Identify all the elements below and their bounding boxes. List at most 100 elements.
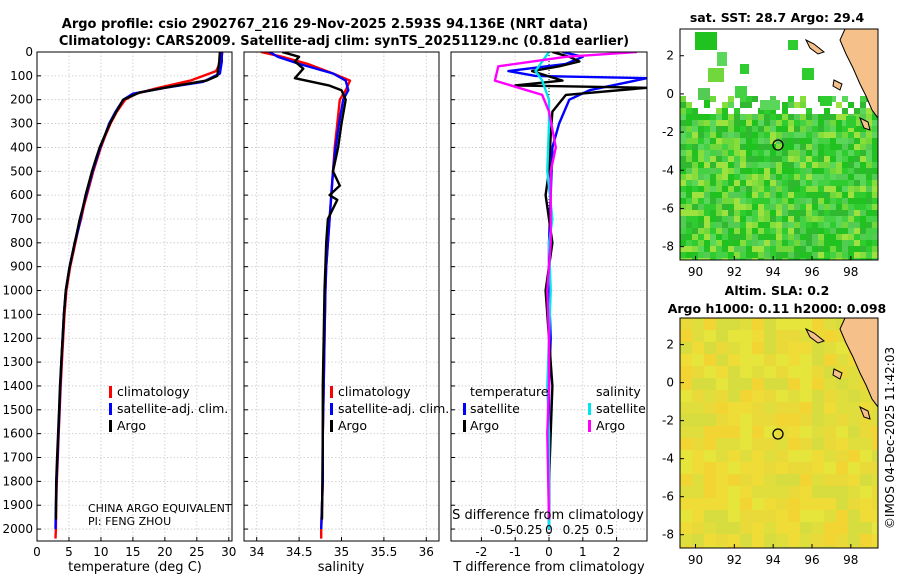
sst-cell <box>704 198 710 204</box>
sst-cell <box>758 216 764 222</box>
sst-cell <box>680 258 686 260</box>
sst-cell <box>788 156 794 162</box>
sst-cell <box>830 138 836 144</box>
sst-cell <box>692 240 698 246</box>
sla-cell <box>692 510 704 522</box>
sst-cell <box>686 162 692 168</box>
sla-cell <box>860 450 872 462</box>
sst-cell <box>836 222 842 228</box>
sst-cell <box>782 246 788 252</box>
sla-cell <box>860 546 872 548</box>
sst-cell <box>806 210 812 216</box>
sst-cell <box>746 168 752 174</box>
sst-cell <box>704 186 710 192</box>
legend-swatch-t-argo <box>463 420 466 432</box>
sst-cell <box>824 210 830 216</box>
sla-cell <box>692 378 704 390</box>
sla-cell <box>740 474 752 486</box>
sst-cell <box>830 186 836 192</box>
sla-cell <box>848 414 860 426</box>
sst-cell <box>758 168 764 174</box>
sst-cell <box>722 246 728 252</box>
sst-cell <box>812 168 818 174</box>
series-group <box>260 52 352 539</box>
sla-cell <box>692 438 704 450</box>
sst-cell <box>812 210 818 216</box>
sst-cell <box>836 144 842 150</box>
x-tick-label: 5 <box>65 545 73 559</box>
sla-cell <box>776 354 788 366</box>
sst-cell <box>836 192 842 198</box>
sla-cell <box>776 378 788 390</box>
sla-cell <box>812 474 824 486</box>
sst-cell <box>698 204 704 210</box>
sla-cell <box>848 438 860 450</box>
sst-cell <box>734 246 740 252</box>
sst-cell <box>752 246 758 252</box>
sst-cell <box>872 162 878 168</box>
sst-float-marker <box>772 139 784 151</box>
sst-cell <box>860 210 866 216</box>
sst-cell <box>716 186 722 192</box>
sst-cell <box>794 120 800 126</box>
sst-cell <box>752 114 758 120</box>
map-x-tick-label: 90 <box>688 553 703 567</box>
sla-cell <box>740 354 752 366</box>
sla-cell <box>752 522 764 534</box>
sst-cell <box>806 216 812 222</box>
sst-cell <box>860 246 866 252</box>
sst-cell <box>812 204 818 210</box>
sst-cell <box>680 192 686 198</box>
sla-cell <box>716 342 728 354</box>
sst-cell <box>788 174 794 180</box>
sst-cell <box>830 174 836 180</box>
sst-cell <box>740 204 746 210</box>
sst-cell <box>842 108 848 114</box>
sst-cell <box>734 138 740 144</box>
sst-cell <box>752 162 758 168</box>
sst-cell <box>752 228 758 234</box>
sst-cell <box>728 120 734 126</box>
sst-cell <box>782 120 788 126</box>
sst-cell <box>794 210 800 216</box>
sst-cell <box>764 246 770 252</box>
sst-cell <box>824 198 830 204</box>
sst-cell <box>686 168 692 174</box>
sst-cell <box>752 252 758 258</box>
sst-cell <box>764 198 770 204</box>
x-tick-label: 1 <box>579 545 587 559</box>
sst-cell <box>788 120 794 126</box>
sst-cell <box>722 114 728 120</box>
sst-cell <box>680 204 686 210</box>
sla-cell <box>836 426 848 438</box>
sst-cell <box>710 204 716 210</box>
sst-cell <box>716 258 722 260</box>
sst-cell <box>692 228 698 234</box>
sla-cell <box>848 474 860 486</box>
sst-cell <box>758 180 764 186</box>
sst-cell <box>860 252 866 258</box>
sst-cell <box>764 114 770 120</box>
s-diff-tick-label: -0.25 <box>512 523 543 537</box>
sst-cell <box>710 210 716 216</box>
sla-cell <box>704 498 716 510</box>
sst-cell <box>752 234 758 240</box>
sst-cell <box>740 246 746 252</box>
sla-cell <box>728 450 740 462</box>
sst-cell <box>740 180 746 186</box>
sst-cell <box>836 174 842 180</box>
sst-cell <box>836 120 842 126</box>
sst-cell <box>818 252 824 258</box>
sst-cell <box>752 150 758 156</box>
sla-cell <box>836 510 848 522</box>
sst-cell <box>842 216 848 222</box>
sst-cell <box>848 234 854 240</box>
sla-cell <box>740 330 752 342</box>
sst-cell <box>854 228 860 234</box>
sst-cell <box>830 114 836 120</box>
sst-cell <box>788 126 794 132</box>
sla-cell <box>776 414 788 426</box>
sst-cell <box>710 168 716 174</box>
sst-cell <box>860 192 866 198</box>
sst-cell <box>716 150 722 156</box>
